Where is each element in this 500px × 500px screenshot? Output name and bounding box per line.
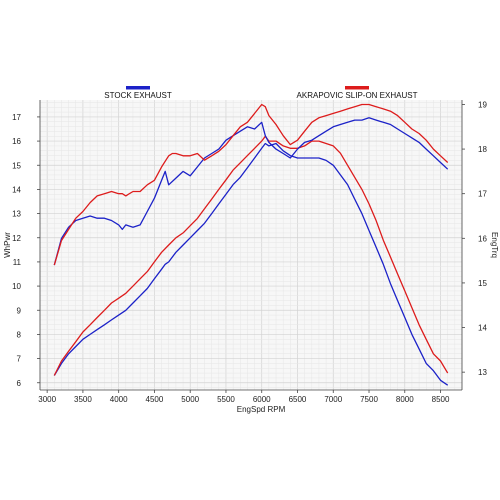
y-right-tick-label: 14: [478, 324, 487, 333]
plot-area: [40, 100, 462, 390]
x-tick-label: 3000: [38, 395, 56, 404]
y-left-tick-label: 17: [12, 113, 21, 122]
y-left-tick-label: 10: [12, 282, 21, 291]
legend-swatch: [345, 86, 369, 90]
x-tick-label: 6500: [289, 395, 307, 404]
y-right-tick-label: 16: [478, 234, 487, 243]
y-left-tick-label: 7: [17, 355, 22, 364]
y-left-tick-label: 15: [12, 161, 21, 170]
y-left-axis-title: WhPwr: [3, 232, 12, 258]
legend-swatch: [126, 86, 150, 90]
plot-background: [40, 100, 462, 390]
x-tick-label: 5000: [181, 395, 199, 404]
grid: [39, 100, 463, 390]
series-line-stock-torque: [53, 117, 449, 266]
y-right-tick-label: 15: [478, 279, 487, 288]
y-right-axis-title: EngTrq: [490, 232, 499, 258]
y-left-tick-label: 9: [17, 306, 22, 315]
x-tick-label: 3500: [74, 395, 92, 404]
y-right-tick-label: 18: [478, 145, 487, 154]
y-left-tick-label: 8: [17, 330, 22, 339]
x-tick-label: 5500: [217, 395, 235, 404]
y-right-tick-label: 19: [478, 100, 487, 109]
series-line-akrapovic-torque: [53, 103, 449, 266]
x-tick-label: 8000: [396, 395, 414, 404]
y-left-tick-label: 16: [12, 137, 21, 146]
y-left-tick-label: 13: [12, 210, 21, 219]
legend-label: STOCK EXHAUST: [104, 91, 172, 100]
x-tick-label: 7500: [360, 395, 378, 404]
legend-label: AKRAPOVIC SLIP-ON EXHAUST: [297, 91, 418, 100]
series-lines: [53, 103, 449, 386]
x-tick-label: 7000: [324, 395, 342, 404]
y-left-tick-label: 6: [17, 379, 22, 388]
x-axis-title: EngSpd RPM: [237, 405, 286, 414]
x-tick-label: 6000: [253, 395, 271, 404]
y-right-tick-label: 17: [478, 190, 487, 199]
x-tick-label: 4500: [146, 395, 164, 404]
y-right-tick-label: 13: [478, 368, 487, 377]
x-tick-label: 8500: [432, 395, 450, 404]
y-left-tick-label: 14: [12, 185, 21, 194]
y-left-tick-label: 12: [12, 234, 21, 243]
series-line-stock-power: [53, 142, 449, 386]
y-left-tick-label: 11: [13, 258, 22, 267]
x-tick-label: 4000: [110, 395, 128, 404]
axes: 3000 3500 4000 4500 5000 5500 6000 6500 7000 7500…: [12, 100, 487, 404]
legend: STOCK EXHAUST AKRAPOVIC SLIP-ON EXHAUST: [104, 86, 418, 100]
series-line-akrapovic-power: [53, 135, 449, 376]
